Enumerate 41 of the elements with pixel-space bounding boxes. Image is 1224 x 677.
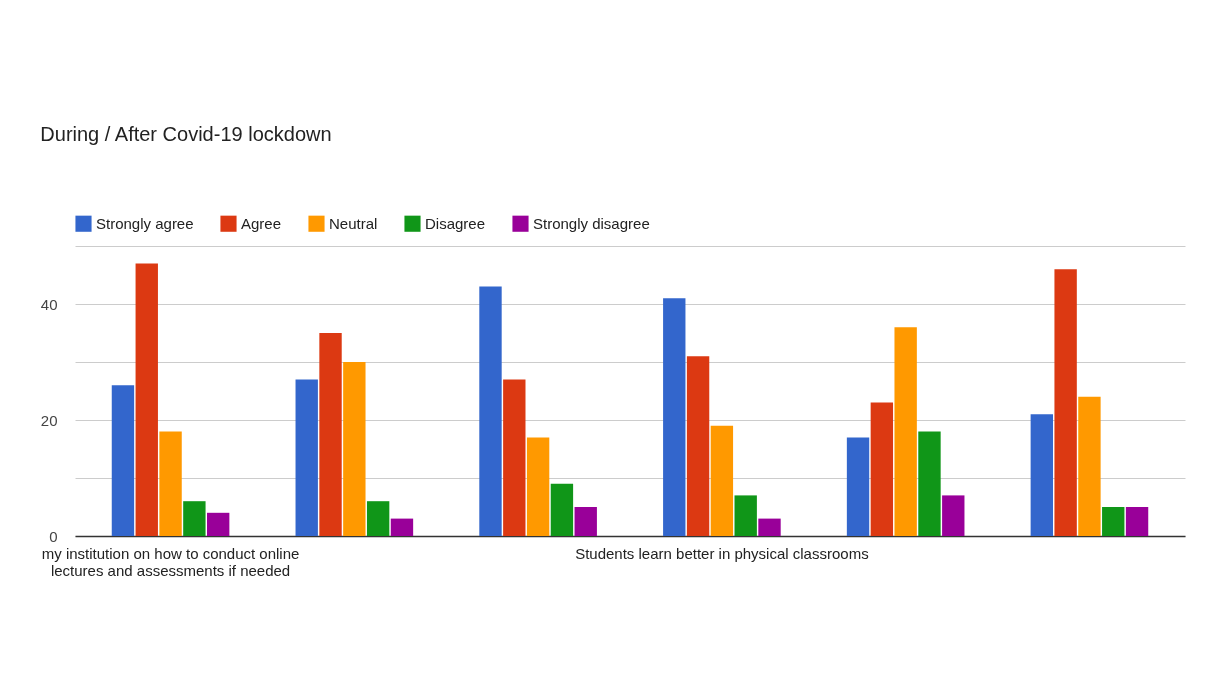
legend-label: Agree <box>241 214 282 232</box>
y-tick-label: 20 <box>40 411 58 429</box>
chart-title: During / After Covid-19 lockdown <box>40 123 332 145</box>
bar <box>111 385 135 536</box>
bar <box>846 437 870 536</box>
bar <box>479 286 502 536</box>
bar <box>343 362 366 536</box>
bar <box>319 333 342 536</box>
bar <box>574 507 597 536</box>
y-tick-label: 0 <box>49 527 58 545</box>
y-tick-label: 40 <box>40 295 58 313</box>
bar <box>918 431 941 536</box>
legend-label: Disagree <box>425 214 486 232</box>
bar <box>710 425 734 536</box>
bar <box>894 327 917 536</box>
bar <box>526 437 550 536</box>
bar <box>135 263 158 536</box>
legend-label: Neutral <box>329 214 378 232</box>
bar <box>686 356 710 536</box>
bar <box>183 501 206 536</box>
bar <box>1125 507 1149 536</box>
bar <box>663 298 686 536</box>
bar <box>1102 507 1125 536</box>
x-tick-label: my institution on how to conduct online lectures and assessments if needed <box>41 544 300 579</box>
bar <box>159 431 182 536</box>
legend-label: Strongly agree <box>96 214 194 232</box>
bar <box>206 512 230 536</box>
bar <box>942 495 965 536</box>
bar <box>734 495 757 536</box>
bar <box>503 379 526 536</box>
legend-label: Strongly disagree <box>533 214 650 232</box>
bar <box>550 483 574 536</box>
bar <box>390 518 414 536</box>
bar <box>758 518 781 536</box>
bar <box>870 402 894 536</box>
bar <box>1054 269 1077 536</box>
bar <box>295 379 318 536</box>
bar <box>1078 396 1101 536</box>
bar <box>1030 414 1054 536</box>
bar <box>366 501 390 536</box>
x-tick-label: Students learn better in physical classrooms <box>575 544 869 562</box>
